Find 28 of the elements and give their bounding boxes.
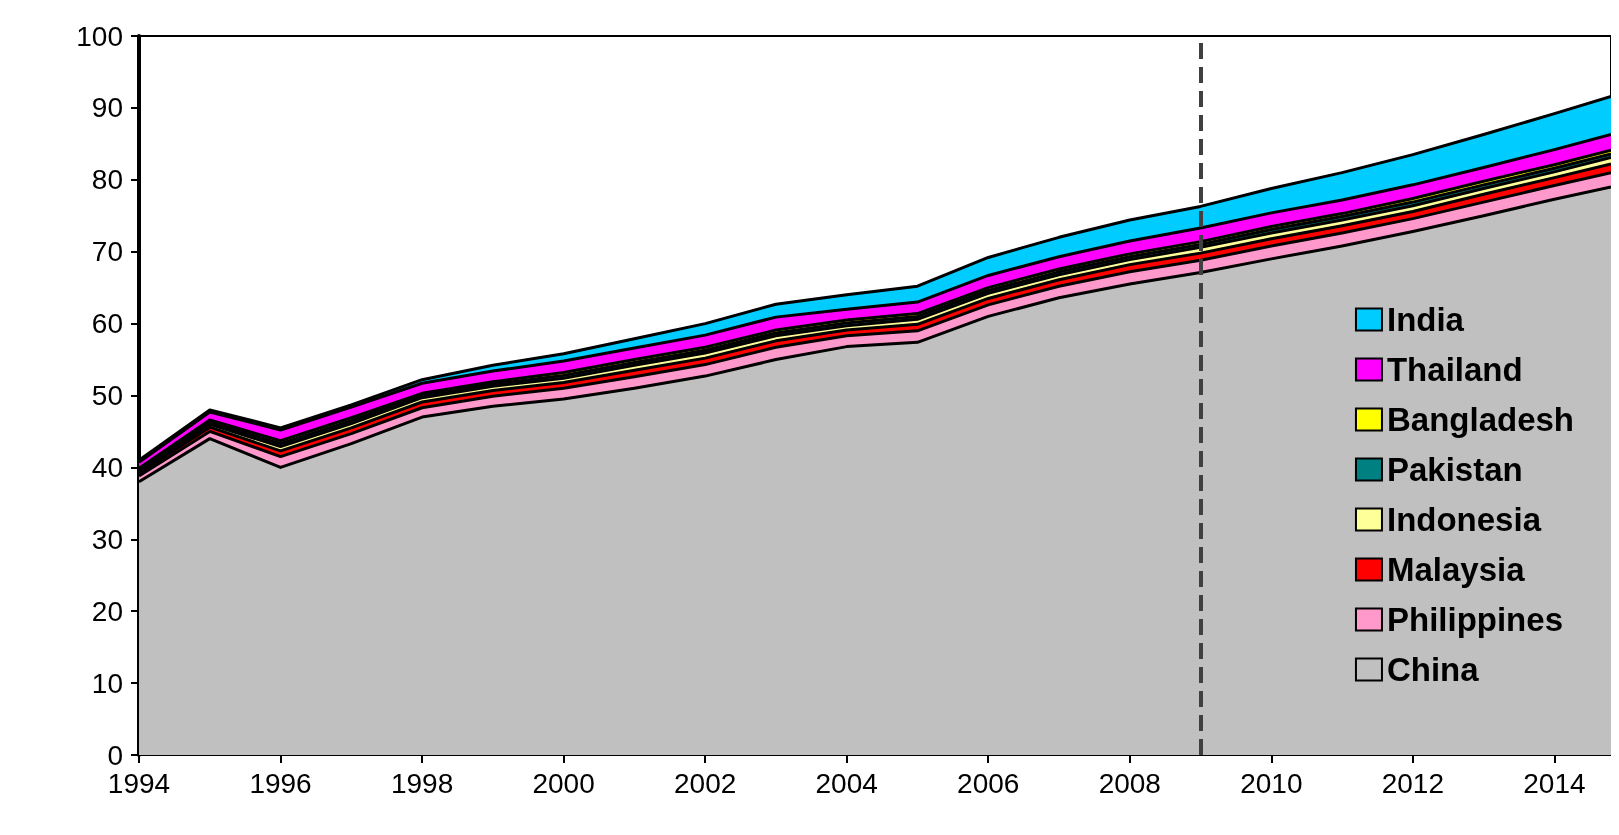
y-tick-label: 100 — [76, 20, 123, 52]
legend-label: Malaysia — [1386, 551, 1526, 588]
y-tick-label: 10 — [91, 667, 123, 699]
y-tick-label: 30 — [91, 523, 123, 555]
legend-label: Thailand — [1386, 351, 1523, 388]
legend-label: Pakistan — [1386, 451, 1523, 488]
x-tick-label: 2012 — [1381, 767, 1444, 799]
x-tick-label: 1998 — [390, 767, 454, 799]
y-tick-label: 50 — [91, 380, 123, 411]
legend-label: China — [1386, 651, 1480, 688]
x-tick-label: 2014 — [1523, 767, 1586, 799]
x-tick-label: 2010 — [1240, 767, 1303, 799]
legend-label: Philippines — [1386, 601, 1563, 638]
y-tick-label: 80 — [91, 164, 123, 196]
x-tick-label: 2008 — [1098, 767, 1161, 799]
legend-label: Bangladesh — [1386, 401, 1574, 438]
y-tick-label: 40 — [91, 451, 123, 483]
legend-label: India — [1386, 301, 1465, 338]
legend-label: Indonesia — [1386, 501, 1542, 538]
y-tick-label: 20 — [91, 595, 123, 627]
y-tick-label: 90 — [91, 92, 123, 124]
x-tick-label: 2000 — [532, 767, 595, 799]
x-tick-label: 1996 — [249, 767, 312, 799]
x-tick-label: 2002 — [674, 767, 737, 799]
x-tick-label: 2004 — [815, 767, 878, 799]
x-tick-label: 2006 — [957, 767, 1020, 799]
y-tick-label: 60 — [91, 308, 123, 340]
y-tick-label: 70 — [91, 236, 123, 268]
